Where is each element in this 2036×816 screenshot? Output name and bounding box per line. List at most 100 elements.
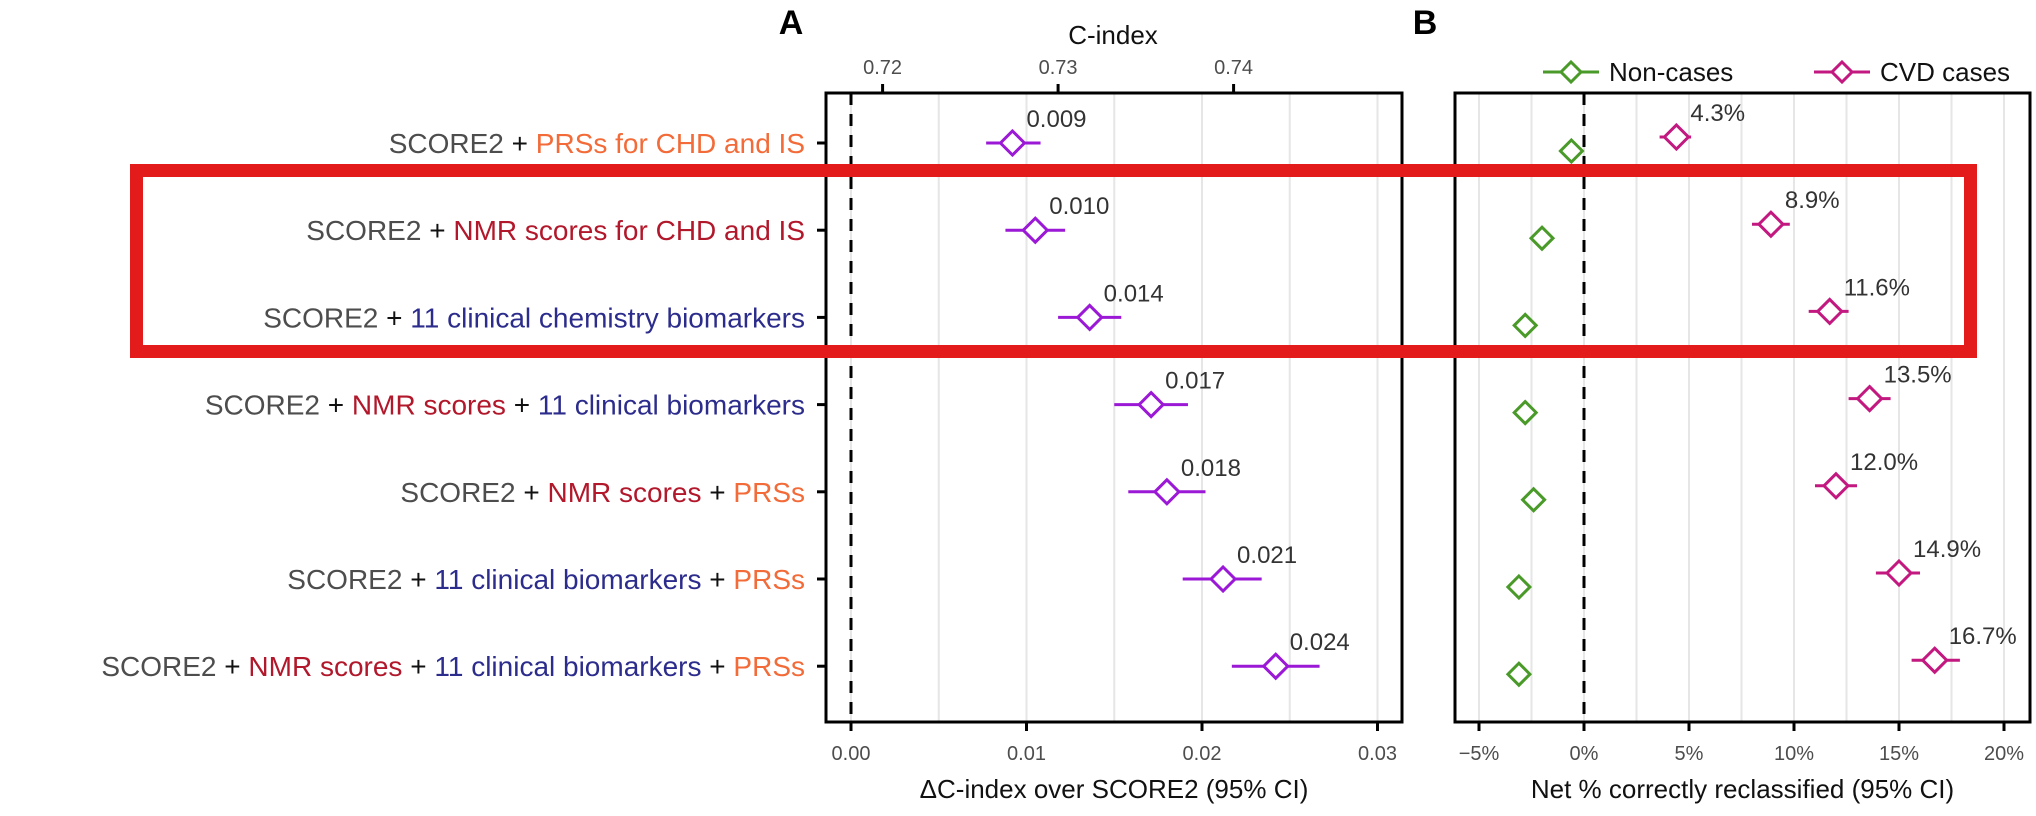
point-non-cases [1512, 399, 1539, 426]
point-marker [1136, 390, 1166, 419]
row-label-segment: + [516, 477, 548, 508]
point-non-cases [1520, 486, 1547, 513]
row-label-segment: + [320, 390, 352, 421]
data-label-cvd: 12.0% [1850, 449, 1918, 476]
point-non-cases [1558, 137, 1585, 165]
top-tick-label: 0.73 [1039, 57, 1078, 79]
row-label-segment: PRSs [733, 477, 805, 508]
x-tick-label: 5% [1675, 743, 1704, 765]
point-marker [1075, 303, 1104, 332]
row-label-segment: SCORE2 [287, 564, 402, 595]
data-label-cvd: 8.9% [1785, 187, 1840, 214]
highlight-rectangle [130, 164, 1977, 358]
row-label-segment: 11 clinical biomarkers [434, 651, 701, 682]
row-label-segment: + [421, 215, 453, 246]
row-label-segment: + [702, 564, 734, 595]
x-tick-label: 0.03 [1358, 743, 1397, 765]
point-marker [1152, 477, 1182, 506]
row-label-segment: + [504, 128, 536, 159]
x-tick-label: 0.00 [832, 743, 871, 765]
x-tick-label: 20% [1984, 743, 2024, 765]
row-label-segment: SCORE2 [389, 128, 504, 159]
x-tick-label: 0% [1570, 743, 1599, 765]
point-cvd [1815, 297, 1844, 326]
x-tick-label: −5% [1459, 743, 1500, 765]
row-label-segment: + [217, 651, 249, 682]
point-non-cases [1505, 661, 1533, 688]
point-marker [998, 128, 1027, 158]
row-label: SCORE2 + 11 clinical chemistry biomarker… [263, 302, 805, 333]
row-label-segment: 11 clinical biomarkers [434, 564, 701, 595]
row-label-segment: NMR scores [352, 390, 506, 421]
x-tick-label: 10% [1774, 743, 1814, 765]
panel-a-frame [824, 91, 1404, 724]
row-label-segment: PRSs [733, 651, 805, 682]
top-tick-label: 0.74 [1214, 57, 1253, 79]
row-label-segment: SCORE2 [306, 215, 421, 246]
point-non-cases [1505, 573, 1533, 601]
point-marker [1208, 564, 1238, 594]
row-label-segment: + [402, 564, 434, 595]
highlight-box [130, 164, 1977, 358]
panel-a: 0.00 0.01 0.02 0.03 ΔC-index over SCORE2 (95… [779, 4, 1404, 804]
point-cvd [1821, 471, 1851, 500]
legend-marker [1829, 59, 1855, 85]
point-cvd [1855, 384, 1884, 413]
row-label-segment: SCORE2 [400, 477, 515, 508]
data-label: 0.010 [1049, 193, 1109, 220]
row-label-segment: SCORE2 [205, 390, 320, 421]
point-marker [1261, 652, 1290, 681]
row-label: SCORE2 + 11 clinical biomarkers + PRSs [287, 564, 805, 595]
point-non-cases [1512, 312, 1539, 339]
panel-letter-b: B [1413, 4, 1438, 42]
data-label-cvd: 16.7% [1949, 623, 2017, 650]
row-label-segment: 11 clinical biomarkers [538, 390, 805, 421]
x-tick-label: 0.02 [1183, 743, 1222, 765]
row-label-segment: + [702, 651, 734, 682]
row-label-segment: PRSs for CHD and IS [536, 128, 805, 159]
top-tick-label: 0.72 [863, 57, 902, 79]
data-label-cvd: 14.9% [1913, 536, 1981, 563]
panel-b: −5% 0% 5% 10% 15% 20% Net % correctly reclassi… [1413, 4, 2032, 804]
point-cvd [1662, 122, 1691, 152]
data-label: 0.017 [1165, 368, 1225, 395]
panel-b-frame [1453, 91, 2032, 724]
row-label-segment: 11 clinical chemistry biomarkers [410, 302, 805, 333]
row-label-segment: NMR scores for CHD and IS [453, 215, 805, 246]
row-label-segment: SCORE2 [263, 302, 378, 333]
point-cvd [1920, 646, 1949, 675]
row-label: SCORE2 + NMR scores + 11 clinical biomar… [101, 651, 805, 682]
x-tick-label: 15% [1879, 743, 1919, 765]
point-marker [1021, 216, 1050, 245]
row-label-segment: + [702, 477, 734, 508]
row-label: SCORE2 + NMR scores + 11 clinical biomar… [205, 390, 805, 421]
row-label: SCORE2 + NMR scores for CHD and IS [306, 215, 805, 246]
row-label-segment: NMR scores [547, 477, 701, 508]
data-label-cvd: 4.3% [1690, 100, 1745, 127]
data-label: 0.009 [1026, 106, 1086, 133]
row-label-segment: SCORE2 [101, 651, 216, 682]
legend-marker [1558, 59, 1584, 85]
data-label: 0.024 [1290, 629, 1350, 656]
row-label-segment: + [402, 651, 434, 682]
row-labels: SCORE2 + PRSs for CHD and IS SCORE2 + NMR… [101, 128, 805, 682]
row-label-segment: + [378, 302, 410, 333]
point-cvd [1884, 558, 1914, 588]
data-label-cvd: 13.5% [1884, 362, 1952, 389]
row-label-segment: PRSs [733, 564, 805, 595]
point-non-cases [1528, 225, 1556, 252]
data-label: 0.018 [1181, 455, 1241, 482]
point-cvd [1756, 210, 1786, 239]
row-label: SCORE2 + NMR scores + PRSs [400, 477, 805, 508]
data-label: 0.014 [1104, 280, 1164, 307]
legend-label: Non-cases [1609, 57, 1733, 87]
legend-label: CVD cases [1880, 57, 2010, 87]
top-axis-title: C-index [1068, 20, 1158, 50]
panel-letter-a: A [779, 4, 804, 42]
row-label-segment: NMR scores [248, 651, 402, 682]
row-label-segment: + [506, 390, 538, 421]
x-axis-title: Net % correctly reclassified (95% CI) [1531, 774, 1954, 804]
data-label: 0.021 [1237, 542, 1297, 569]
x-tick-label: 0.01 [1007, 743, 1046, 765]
